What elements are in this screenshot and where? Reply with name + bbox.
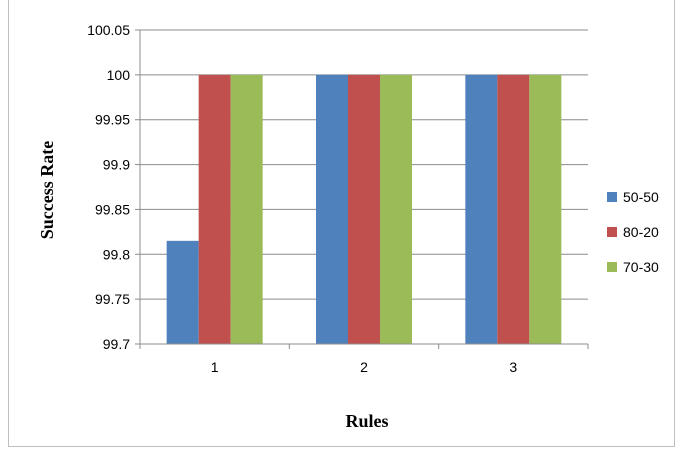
legend-swatch-70-30 xyxy=(607,262,617,272)
legend: 50-50 80-20 70-30 xyxy=(607,189,659,275)
legend-label: 50-50 xyxy=(623,189,659,205)
bar-80-20-cat-3 xyxy=(497,74,530,344)
axes xyxy=(135,29,589,349)
x-axis-title: Rules xyxy=(345,411,388,431)
bar-80-20-cat-1 xyxy=(198,74,231,344)
bar-80-20-cat-2 xyxy=(348,74,380,344)
y-tick-label: 99.85 xyxy=(95,201,130,217)
bar-50-50-cat-1 xyxy=(166,240,199,344)
y-tick-label: 99.9 xyxy=(103,157,130,173)
legend-label: 80-20 xyxy=(623,224,659,240)
bar-70-30-cat-3 xyxy=(529,74,562,344)
x-tick-label: 2 xyxy=(360,359,368,375)
bar-70-30-cat-1 xyxy=(230,74,263,344)
x-tick-label: 1 xyxy=(211,359,219,375)
y-tick-label: 99.8 xyxy=(103,246,130,262)
y-tick-label: 100.05 xyxy=(87,22,130,38)
bars xyxy=(166,74,562,344)
y-tick-label: 99.95 xyxy=(95,112,130,128)
bar-70-30-cat-2 xyxy=(380,74,412,344)
bar-50-50-cat-3 xyxy=(465,74,498,344)
y-tick-label: 100 xyxy=(107,67,131,83)
x-tick-labels: 1 2 3 xyxy=(211,359,518,375)
y-tick-label: 99.7 xyxy=(103,336,130,352)
y-tick-labels: 100.05 100 99.95 99.9 99.85 99.8 99.75 99.7 xyxy=(87,22,130,352)
legend-swatch-80-20 xyxy=(607,227,617,237)
x-tick-label: 3 xyxy=(509,359,517,375)
y-axis-title: Success Rate xyxy=(37,141,57,239)
legend-label: 70-30 xyxy=(623,259,659,275)
legend-swatch-50-50 xyxy=(607,192,617,202)
y-tick-label: 99.75 xyxy=(95,291,130,307)
chart-frame xyxy=(8,0,675,447)
bar-50-50-cat-2 xyxy=(316,74,348,344)
